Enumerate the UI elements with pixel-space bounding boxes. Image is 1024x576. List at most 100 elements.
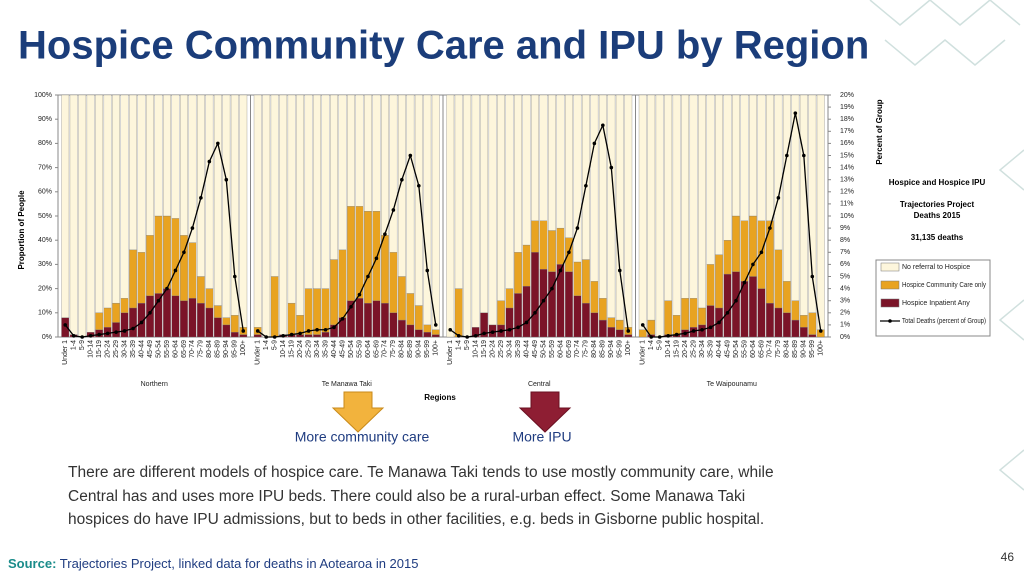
x-tick-label: 80-84 [784, 340, 791, 358]
line-marker [490, 330, 495, 334]
line-marker [640, 323, 645, 327]
line-marker [232, 274, 237, 279]
x-tick-label: 85-89 [407, 340, 414, 358]
bar-segment [137, 252, 146, 304]
line-marker [114, 330, 118, 334]
bar-segment [749, 276, 757, 338]
x-tick-label: 75-79 [390, 340, 397, 358]
x-tick-label: 30-34 [314, 340, 321, 358]
bar-segment [681, 298, 690, 330]
y-tick-label: 80% [38, 140, 52, 147]
line-marker [357, 292, 362, 297]
bar-segment [188, 94, 197, 243]
bar-segment [715, 254, 723, 309]
bar-segment [406, 324, 415, 338]
line-marker [734, 298, 738, 303]
bar-segment [522, 94, 531, 246]
line-marker [666, 333, 670, 338]
line-marker [63, 323, 68, 327]
bar-segment [61, 94, 70, 318]
y2-tick-label: 12% [840, 189, 854, 196]
bar-segment [222, 94, 231, 318]
line-marker [340, 317, 345, 321]
line-marker [255, 329, 260, 333]
line-marker [524, 320, 529, 325]
bar-segment [590, 94, 599, 282]
legend-swatch [880, 298, 900, 308]
line-marker [700, 327, 704, 332]
decor [869, 0, 1024, 491]
bar-segment [706, 94, 715, 265]
line-marker [785, 153, 789, 158]
x-tick-label: Under 1 [62, 340, 69, 365]
bar-segment [414, 329, 423, 338]
bar-segment [163, 215, 171, 289]
bar-segment [505, 94, 514, 289]
line-marker [315, 327, 319, 332]
line-series [449, 123, 629, 338]
line-marker [558, 268, 563, 273]
line-marker [216, 141, 220, 146]
line-marker [433, 323, 438, 327]
line-marker [584, 183, 588, 188]
line-marker [533, 311, 537, 315]
bar-segment [573, 261, 582, 297]
line-marker [306, 329, 311, 333]
x-tick-label: 5-9 [79, 340, 86, 350]
bar-segment [222, 324, 231, 338]
y2-tick-label: 13% [840, 177, 854, 184]
y2-tick-label: 10% [840, 213, 854, 220]
arrow-community [331, 391, 385, 433]
bar-segment [774, 249, 783, 309]
bar-segment [757, 288, 766, 338]
bar-segment [129, 249, 137, 309]
x-tick-label: 40-44 [138, 340, 145, 358]
bar-segment [598, 319, 607, 338]
bar-segment [565, 94, 573, 238]
bar-segment [414, 94, 423, 306]
line-marker [383, 232, 387, 236]
bar-segment [406, 94, 415, 294]
y2-tick-label: 8% [840, 237, 850, 244]
bar-segment [749, 94, 757, 217]
bar-segment [607, 317, 616, 328]
line-marker [683, 331, 687, 336]
line-marker [575, 226, 580, 230]
x-tick-label: 90-94 [416, 340, 423, 358]
bar-segment [749, 215, 757, 277]
x-tick-label: 15-19 [288, 340, 295, 358]
bar-segment [548, 94, 556, 231]
x-tick-label: 5-9 [657, 340, 664, 350]
x-tick-label: 25-29 [305, 340, 312, 358]
y-tick-label: 50% [38, 213, 52, 220]
bar-segment [213, 305, 222, 318]
panel-label: Northern [141, 381, 168, 388]
line-marker [550, 286, 554, 291]
x-tick-label: 1-4 [71, 340, 78, 350]
bar-segment [782, 281, 791, 313]
line-marker [425, 268, 430, 273]
bar-segment [723, 94, 732, 241]
bar-segment [146, 94, 154, 236]
bar-segment [154, 94, 163, 217]
bar-segment [757, 94, 766, 221]
y-axis-label: Proportion of People [17, 190, 26, 270]
bar-segment [774, 307, 783, 338]
bar-segment [581, 259, 590, 304]
panel-label: Te Waipounamu [707, 381, 757, 388]
x-tick-label: 40-44 [716, 340, 723, 358]
bar-segment [330, 259, 338, 326]
bar-segment [808, 312, 817, 335]
y2-tick-label: 9% [840, 225, 850, 232]
x-tick-label: 55-59 [741, 340, 748, 358]
bar-segment [791, 300, 800, 321]
bar-segment [672, 94, 681, 316]
line-marker [264, 335, 269, 339]
bar-segment [655, 94, 664, 338]
bar-segment [338, 249, 347, 318]
bar-segment [774, 94, 783, 251]
bar-segment [120, 94, 129, 299]
bar-segment [321, 288, 330, 333]
x-tick-label: 60-64 [750, 340, 757, 358]
bar-segment [321, 332, 330, 338]
